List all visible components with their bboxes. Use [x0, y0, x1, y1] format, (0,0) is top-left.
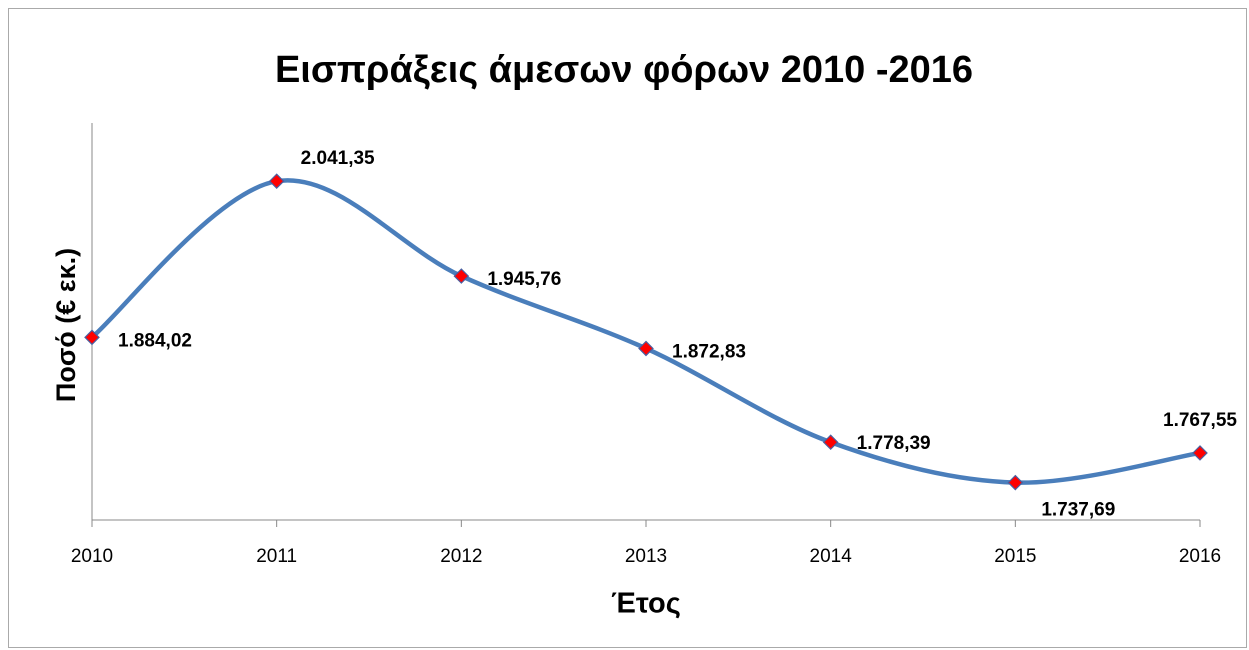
chart-title: Εισπράξεις άμεσων φόρων 2010 -2016	[275, 49, 973, 91]
x-tick-label: 2012	[440, 546, 482, 567]
data-label: 1.767,55	[1163, 410, 1237, 431]
data-label: 1.778,39	[857, 433, 931, 454]
chart-border	[8, 8, 1247, 648]
data-label: 1.872,83	[672, 341, 746, 362]
y-axis-title: Ποσό (€ εκ.)	[51, 248, 81, 402]
x-tick-label: 2014	[810, 546, 853, 567]
data-point	[84, 329, 100, 346]
data-label: 2.041,35	[301, 148, 375, 169]
data-point	[453, 268, 470, 284]
data-label: 1.737,69	[1041, 500, 1115, 521]
x-tick-label: 2015	[994, 546, 1036, 567]
x-axis-title: Έτος	[611, 588, 681, 620]
data-point	[822, 434, 839, 451]
data-label: 1.945,76	[487, 269, 561, 290]
x-tick-label: 2013	[625, 546, 667, 567]
x-tick-label: 2010	[71, 546, 113, 567]
data-label: 1.884,02	[118, 330, 192, 351]
x-tick-label: 2011	[256, 546, 297, 567]
data-point	[1192, 445, 1208, 461]
x-tick-label: 2016	[1179, 546, 1221, 567]
data-point	[268, 173, 285, 190]
data-point	[1007, 474, 1024, 491]
data-point	[638, 340, 654, 357]
